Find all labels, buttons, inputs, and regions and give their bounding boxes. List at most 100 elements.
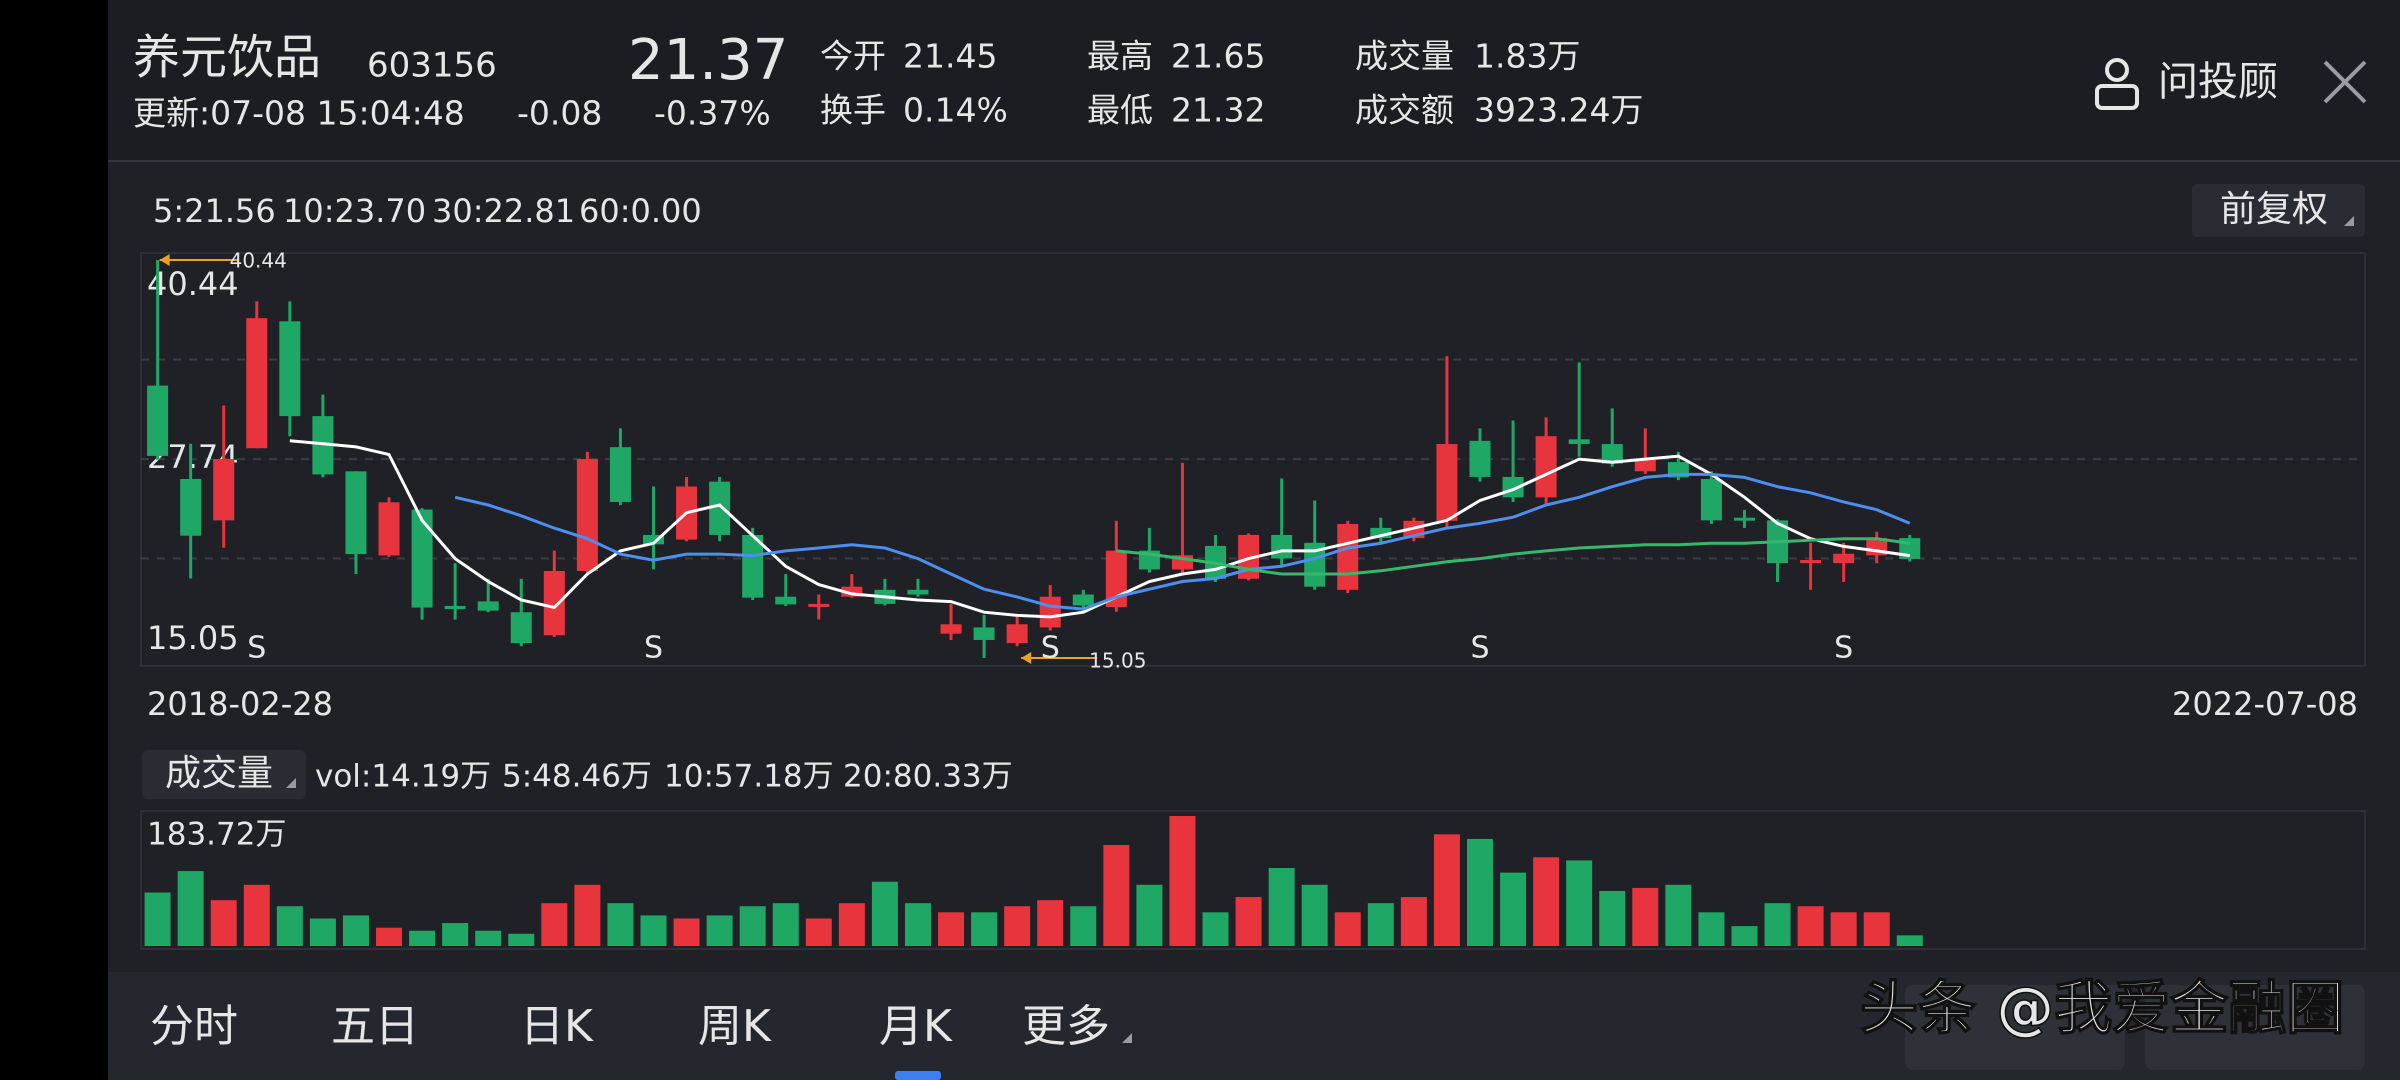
- volume-bar: [838, 903, 865, 946]
- candle-body: [1469, 440, 1491, 477]
- stat-label: 最高: [1087, 37, 1153, 76]
- candle-body: [973, 627, 995, 640]
- advisor-button[interactable]: 问投顾: [2095, 58, 2278, 110]
- y-tick-label: 15.05: [147, 619, 239, 657]
- tab-indicator: [895, 1071, 941, 1080]
- close-button[interactable]: [2323, 60, 2367, 104]
- candle-body: [775, 596, 797, 605]
- ma-legend: 60:0.00: [579, 192, 702, 230]
- volume-bar: [1599, 890, 1626, 946]
- candle-body: [808, 603, 830, 607]
- volume-legend: vol:14.19万: [315, 759, 491, 795]
- tab[interactable]: 五日: [331, 1001, 419, 1052]
- volume-bar: [871, 881, 898, 946]
- watermark: 头条 @我爱金融圈: [1860, 974, 2344, 1042]
- candle-body: [411, 509, 433, 608]
- volume-bar: [1004, 906, 1031, 946]
- volume-bar: [1433, 834, 1460, 946]
- candle-body: [907, 589, 929, 595]
- advisor-label: 问投顾: [2158, 59, 2278, 105]
- volume-legend: 20:80.33万: [843, 759, 1013, 795]
- signal-marker: S: [1834, 631, 1853, 666]
- volume-button-bg: [142, 750, 306, 799]
- volume-bar: [177, 871, 204, 946]
- volume-bar: [508, 933, 535, 946]
- dropdown-caret: [1122, 1033, 1132, 1043]
- adjust-button-label: 前复权: [2220, 189, 2328, 230]
- candle-body: [643, 534, 664, 545]
- stock-name: 养元饮品: [133, 31, 321, 86]
- last-price: 21.37: [628, 28, 788, 93]
- signal-marker: S: [247, 631, 266, 666]
- tab[interactable]: 分时: [150, 1001, 238, 1052]
- ma-legend: 5:21.56: [153, 192, 276, 230]
- dropdown-caret: [286, 778, 296, 788]
- candle-body: [576, 459, 598, 572]
- candle-body: [246, 318, 268, 449]
- tab[interactable]: 月K: [879, 1001, 953, 1052]
- volume-bar: [1103, 845, 1130, 946]
- volume-bar: [805, 918, 832, 946]
- volume-bar: [1037, 900, 1064, 946]
- price-change-pct: -0.37%: [654, 94, 771, 133]
- tab[interactable]: 周K: [698, 1001, 772, 1052]
- candle-body: [378, 502, 400, 556]
- volume-bar: [1070, 906, 1097, 946]
- stat-label: 成交额: [1355, 91, 1454, 130]
- candle-body: [1700, 478, 1722, 521]
- candle-body: [543, 571, 565, 636]
- stat-value: 0.14%: [903, 91, 1008, 130]
- stat-value: 1.83万: [1474, 37, 1580, 76]
- x-start-label: 2018-02-28: [147, 685, 333, 723]
- candle-body: [312, 416, 334, 475]
- candle-body: [1800, 560, 1822, 564]
- header-bar: [108, 0, 2400, 160]
- adjust-button[interactable]: 前复权: [2192, 184, 2365, 237]
- candle-body: [609, 447, 631, 503]
- candle-body: [1072, 594, 1094, 606]
- candle-body: [510, 612, 532, 644]
- min-arrow: [1021, 652, 1032, 664]
- candle-body: [444, 605, 466, 610]
- volume-bar: [243, 884, 270, 946]
- volume-bar: [971, 912, 998, 946]
- candle-body: [1039, 596, 1061, 628]
- candle-body: [1370, 527, 1392, 539]
- volume-bar: [673, 918, 700, 946]
- volume-bar: [706, 915, 733, 946]
- min-label: 15.05: [1089, 649, 1146, 673]
- volume-legend: 5:48.46万: [502, 759, 652, 795]
- volume-bar: [409, 930, 436, 946]
- candle-body: [213, 459, 235, 521]
- volume-button[interactable]: 成交量: [142, 750, 306, 799]
- tab[interactable]: 更多: [1022, 1001, 1110, 1052]
- volume-bar: [574, 884, 601, 946]
- y-tick-label: 183.72万: [147, 817, 286, 853]
- ma-legend: 10:23.70: [283, 192, 426, 230]
- stat-label: 今开: [820, 37, 886, 76]
- volume-bar: [376, 927, 403, 946]
- price-change: -0.08: [517, 94, 602, 133]
- candle-body: [1006, 624, 1028, 644]
- volume-bar: [1764, 903, 1791, 946]
- volume-bar: [1797, 906, 1824, 946]
- ma-legend: 30:22.81: [432, 192, 575, 230]
- y-tick-label: 40.44: [147, 265, 239, 303]
- volume-bar: [1830, 912, 1857, 946]
- volume-bar: [1533, 857, 1560, 946]
- candle-body: [1436, 444, 1458, 521]
- ma-line: [454, 472, 1911, 611]
- volume-bar: [1731, 926, 1758, 946]
- candle-body: [841, 586, 863, 597]
- candle-body: [1833, 553, 1855, 564]
- volume-bar: [640, 915, 667, 946]
- volume-bar: [1235, 897, 1262, 946]
- volume-bar: [938, 912, 965, 946]
- candle-body: [279, 321, 301, 417]
- volume-bar: [276, 906, 303, 946]
- volume-bar: [442, 923, 469, 946]
- signal-marker: S: [1470, 631, 1489, 666]
- tab[interactable]: 日K: [520, 1001, 594, 1052]
- volume-bar: [1367, 903, 1394, 946]
- volume-bar: [772, 903, 799, 946]
